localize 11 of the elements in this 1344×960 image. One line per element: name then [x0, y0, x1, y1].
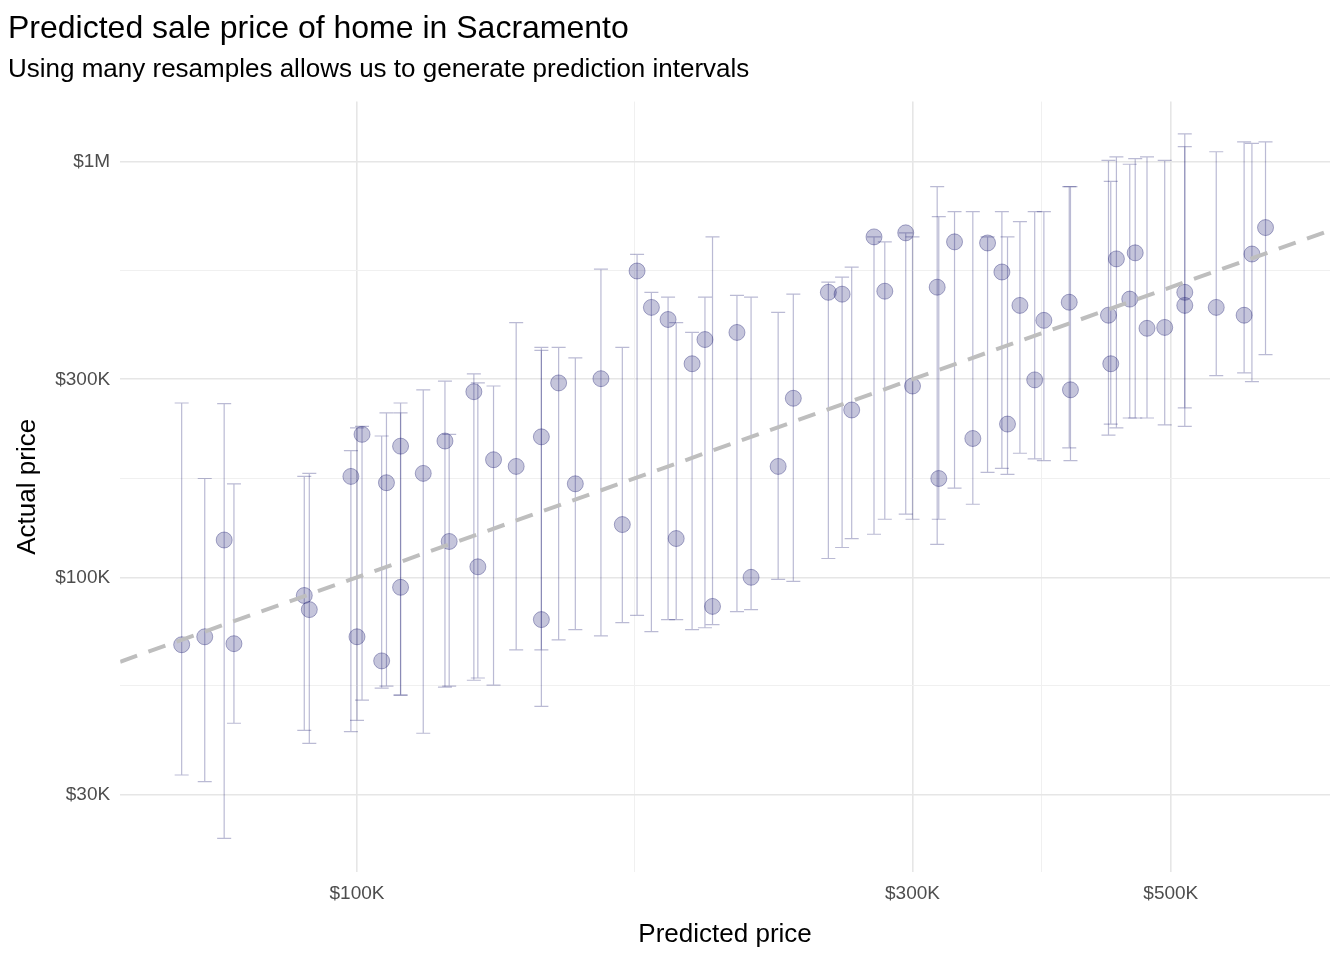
y-tick-label: $300K: [55, 367, 111, 389]
chart-title: Predicted sale price of home in Sacramento: [8, 9, 629, 46]
y-tick-label: $100K: [55, 565, 111, 587]
y-tick-label: $30K: [65, 782, 111, 804]
y-axis-title: Actual price: [10, 418, 41, 555]
x-axis-title: Predicted price: [638, 917, 812, 948]
x-tick-label: $300K: [885, 881, 941, 903]
x-tick-label: $100K: [329, 881, 385, 903]
y-tick-label: $1M: [73, 150, 111, 172]
chart-subtitle: Using many resamples allows us to generate prediction intervals: [8, 53, 750, 84]
x-tick-label: $500K: [1143, 881, 1199, 903]
